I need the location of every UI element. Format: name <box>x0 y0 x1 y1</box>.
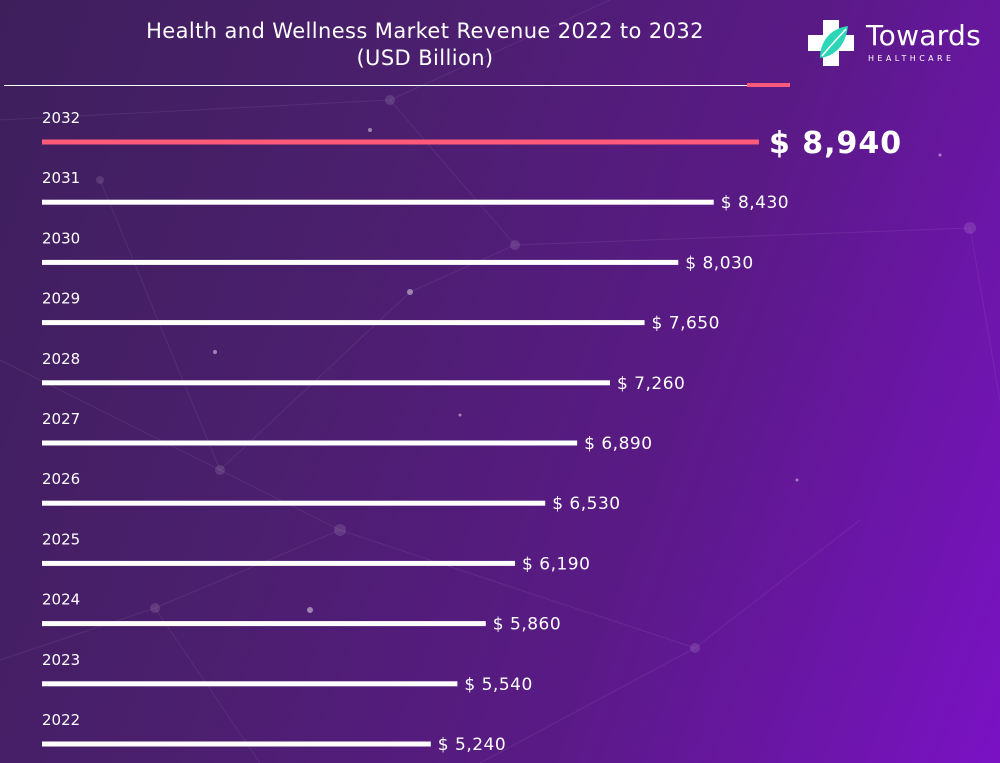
towards-healthcare-logo: Towards HEALTHCARE <box>806 18 986 72</box>
bar-2032 <box>42 139 759 145</box>
year-label-2029: 2029 <box>42 290 80 308</box>
year-label-2022: 2022 <box>42 711 80 729</box>
year-label-2026: 2026 <box>42 470 80 488</box>
chart-title: Health and Wellness Market Revenue 2022 … <box>60 18 790 72</box>
value-label-2030: $ 8,030 <box>685 253 753 273</box>
chart-title-line1: Health and Wellness Market Revenue 2022 … <box>146 19 704 43</box>
logo-wordmark: Towards <box>866 19 982 52</box>
value-label-2027: $ 6,890 <box>584 434 652 454</box>
bar-2030 <box>42 259 679 265</box>
bar-2028 <box>42 380 610 386</box>
value-label-2023: $ 5,540 <box>464 675 532 695</box>
bar-2029 <box>42 320 645 326</box>
bar-2026 <box>42 500 546 506</box>
year-label-2030: 2030 <box>42 229 80 247</box>
year-label-2025: 2025 <box>42 530 80 548</box>
chart-title-line2: (USD Billion) <box>356 46 494 70</box>
year-label-2031: 2031 <box>42 169 80 187</box>
title-divider-accent <box>747 83 790 87</box>
bar-2031 <box>42 199 714 205</box>
value-label-2029: $ 7,650 <box>652 314 720 334</box>
logo-subtitle: HEALTHCARE <box>868 54 955 63</box>
bar-2023 <box>42 681 458 687</box>
bar-2022 <box>42 741 431 747</box>
year-label-2032: 2032 <box>42 109 80 127</box>
value-label-2025: $ 6,190 <box>522 554 590 574</box>
year-label-2027: 2027 <box>42 410 80 428</box>
value-label-2026: $ 6,530 <box>552 494 620 514</box>
bar-2025 <box>42 560 516 566</box>
title-divider <box>4 85 790 86</box>
bar-2027 <box>42 440 578 446</box>
value-label-2031: $ 8,430 <box>721 193 789 213</box>
bar-2024 <box>42 621 486 627</box>
value-label-2028: $ 7,260 <box>617 374 685 394</box>
year-label-2023: 2023 <box>42 651 80 669</box>
year-label-2024: 2024 <box>42 591 80 609</box>
value-label-2022: $ 5,240 <box>438 735 506 755</box>
medical-cross-leaf-icon <box>808 20 854 66</box>
value-label-2032: $ 8,940 <box>769 126 902 161</box>
year-label-2028: 2028 <box>42 350 80 368</box>
value-label-2024: $ 5,860 <box>493 615 561 635</box>
